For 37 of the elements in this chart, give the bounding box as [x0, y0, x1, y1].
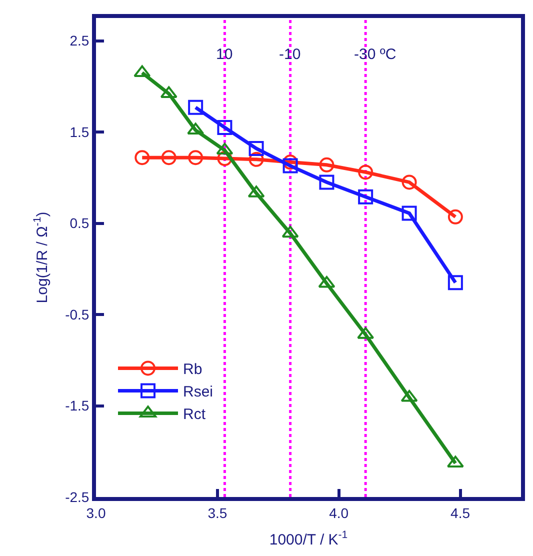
legend-label: Rb — [183, 361, 202, 378]
x-axis-title: 1000/T / K$^{-1}$ — [269, 529, 348, 548]
x-tick-label: 3.5 — [208, 504, 228, 521]
point — [188, 100, 204, 115]
x-tick-label: 4.0 — [329, 504, 349, 521]
point — [319, 174, 334, 190]
point — [402, 174, 417, 190]
point — [358, 164, 374, 180]
y-tick-label: -2.5 — [65, 488, 90, 505]
point — [188, 150, 204, 166]
point — [282, 226, 299, 238]
point — [217, 120, 232, 135]
annotation: -10 — [279, 46, 301, 63]
point — [217, 151, 232, 166]
point — [402, 206, 417, 221]
y-tick-label: 2.5 — [70, 32, 90, 49]
point — [134, 150, 150, 166]
point — [216, 142, 234, 155]
point — [319, 157, 334, 172]
point — [248, 140, 264, 156]
point — [248, 152, 264, 167]
legend-label: Rsei — [183, 384, 214, 401]
y-tick-label: -1.5 — [65, 398, 90, 414]
annotation: -30 ºC — [354, 46, 396, 63]
x-tick-label: 4.5 — [450, 504, 470, 521]
point — [282, 158, 298, 174]
point — [282, 154, 298, 170]
point — [448, 275, 463, 290]
point — [448, 209, 463, 224]
x-tick-label: 3.0 — [86, 504, 106, 521]
y-tick-label: 1.5 — [70, 124, 90, 140]
point — [358, 189, 374, 204]
point — [161, 150, 176, 166]
y-tick-label: -0.5 — [65, 306, 90, 322]
legend-label: Rct — [183, 406, 206, 424]
annotation: 10 — [216, 46, 233, 63]
y-tick-label: 0.5 — [70, 215, 90, 232]
